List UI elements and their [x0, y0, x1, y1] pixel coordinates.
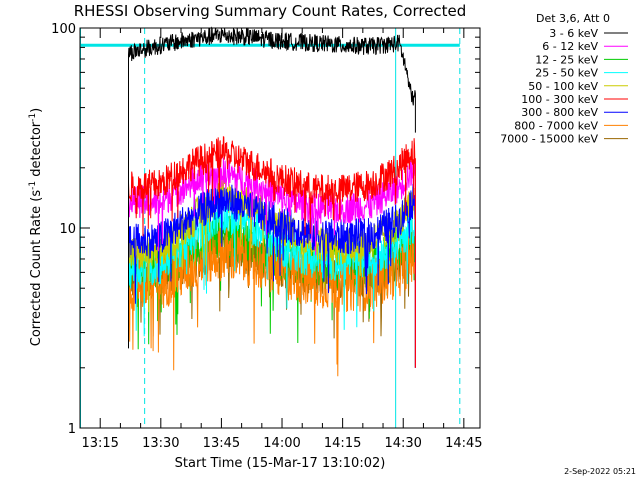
legend-label: 7000 - 15000 keV	[500, 133, 598, 146]
legend-label: 6 - 12 keV	[542, 40, 598, 53]
x-tick-label: 14:30	[384, 436, 421, 451]
y-axis: 1 10 100	[51, 22, 480, 437]
legend-label: 12 - 25 keV	[535, 53, 598, 66]
y-axis-label: Corrected Count Rate (s-1 detector-1)	[28, 108, 44, 346]
x-axis: 13:15 13:30 13:45 14:00 14:15 14:30 14:45	[79, 28, 483, 451]
chart-title: RHESSI Observing Summary Count Rates, Co…	[74, 2, 467, 20]
y-tick-label: 1	[68, 422, 76, 437]
x-tick-label: 14:45	[445, 436, 482, 451]
x-tick-label: 14:00	[263, 436, 300, 451]
x-axis-label: Start Time (15-Mar-17 13:10:02)	[175, 456, 386, 471]
y-axis-label-end: )	[29, 108, 44, 113]
legend-label: 50 - 100 keV	[528, 80, 598, 93]
y-axis-label-mid: detector	[29, 121, 44, 181]
series-layer	[128, 26, 416, 377]
series-line	[128, 135, 416, 368]
y-axis-label-sup1: -1	[28, 181, 38, 190]
y-tick-label: 10	[59, 222, 76, 237]
y-tick-label: 100	[51, 22, 76, 37]
legend-label: 25 - 50 keV	[535, 67, 598, 80]
x-tick-label: 13:30	[142, 436, 179, 451]
series-line	[128, 26, 416, 349]
x-tick-label: 13:45	[203, 436, 240, 451]
legend-label: 100 - 300 keV	[521, 93, 598, 106]
y-axis-label-main: Corrected Count Rate (s	[29, 190, 44, 347]
x-tick-label: 13:15	[81, 436, 118, 451]
legend-label: 800 - 7000 keV	[514, 119, 598, 132]
x-tick-label: 14:15	[324, 436, 361, 451]
legend-label: 3 - 6 keV	[549, 27, 598, 40]
y-axis-label-sup2: -1	[28, 113, 38, 122]
legend-title: Det 3,6, Att 0	[536, 12, 610, 25]
legend-label: 300 - 800 keV	[521, 106, 598, 119]
footer-timestamp: 2-Sep-2022 05:21	[564, 467, 636, 476]
